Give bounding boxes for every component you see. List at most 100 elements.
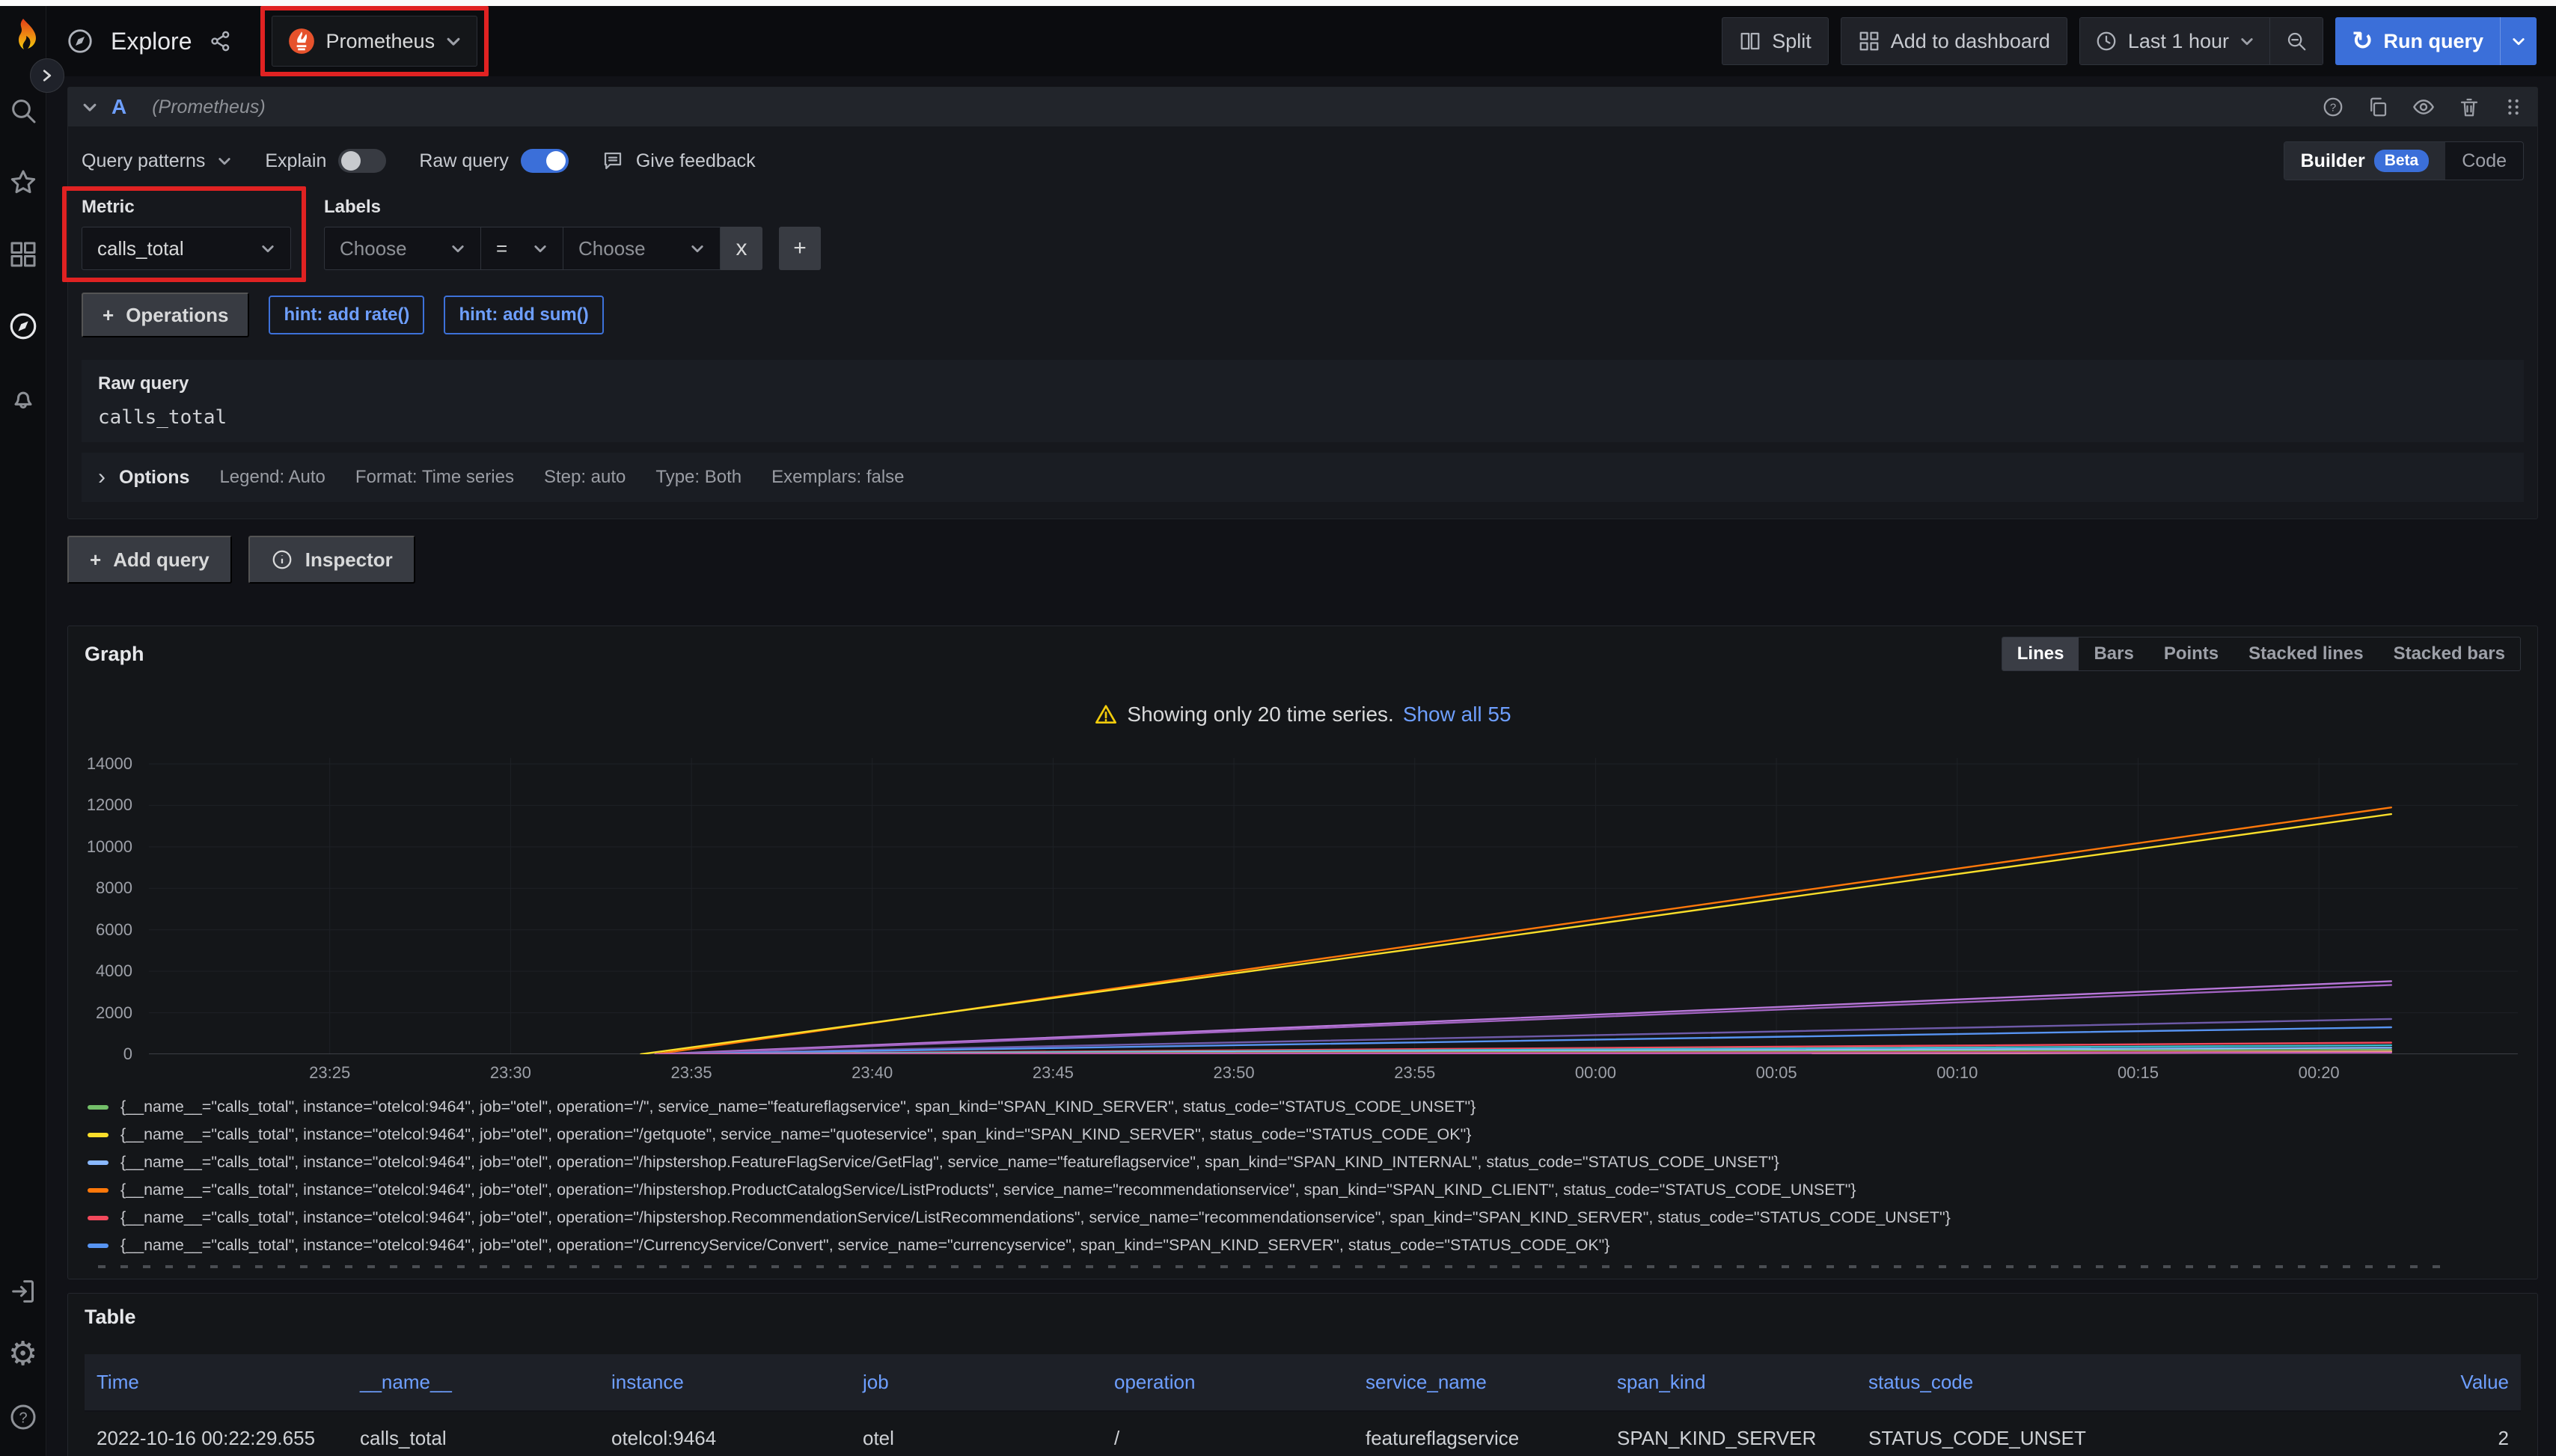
help-circle-icon[interactable]: ? — [2322, 96, 2344, 118]
options-expand-icon[interactable]: › — [98, 466, 106, 489]
graph-title: Graph — [85, 643, 144, 666]
y-axis-label: 2000 — [86, 1003, 132, 1023]
raw-query-toggle[interactable] — [521, 149, 569, 173]
give-feedback-link[interactable]: Give feedback — [602, 150, 756, 172]
table-title: Table — [85, 1306, 136, 1328]
explain-toggle-group: Explain — [265, 149, 386, 173]
starred-icon[interactable] — [4, 163, 43, 202]
add-operation-button[interactable]: + Operations — [82, 293, 249, 337]
table-cell: otel — [851, 1411, 1102, 1456]
grafana-logo-icon[interactable] — [5, 16, 41, 52]
time-range-button[interactable]: Last 1 hour — [2080, 18, 2269, 64]
settings-gear-icon[interactable]: ⚙ — [4, 1335, 43, 1374]
column-header-value[interactable]: Value — [2394, 1354, 2521, 1411]
zoom-out-time-button[interactable] — [2269, 18, 2323, 64]
x-axis-label: 23:45 — [1021, 1063, 1084, 1083]
inspector-label: Inspector — [305, 548, 393, 572]
series-limit-warning: Showing only 20 time series. Show all 55 — [85, 703, 2521, 727]
legend-series-label: {__name__="calls_total", instance="otelc… — [120, 1098, 1476, 1116]
share-icon[interactable] — [209, 29, 233, 53]
chevron-down-icon — [260, 241, 275, 256]
show-all-series-link[interactable]: Show all 55 — [1403, 703, 1511, 727]
legend-item[interactable]: {__name__="calls_total", instance="otelc… — [88, 1204, 2518, 1232]
raw-query-label: Raw query — [98, 373, 2507, 394]
graph-mode-points[interactable]: Points — [2149, 637, 2234, 670]
code-tab[interactable]: Code — [2445, 143, 2523, 180]
sidebar-expand-button[interactable] — [30, 58, 64, 93]
dashboards-icon[interactable] — [4, 235, 43, 274]
inspector-button[interactable]: Inspector — [248, 536, 415, 584]
zoom-out-icon — [2285, 30, 2308, 52]
help-icon[interactable]: ? — [4, 1398, 43, 1437]
search-icon[interactable] — [4, 91, 43, 130]
column-header-job[interactable]: job — [851, 1354, 1102, 1411]
run-query-label: Run query — [2383, 30, 2483, 53]
remove-label-filter-button[interactable]: x — [721, 227, 762, 270]
column-header-status-code[interactable]: status_code — [1856, 1354, 2133, 1411]
x-axis-label: 00:15 — [2106, 1063, 2169, 1083]
browser-edge-strip — [0, 0, 2556, 6]
label-operator-select[interactable]: = — [481, 227, 563, 270]
add-label-filter-button[interactable]: + — [779, 227, 821, 270]
legend-series-label: {__name__="calls_total", instance="otelc… — [120, 1125, 1471, 1144]
legend-item[interactable]: {__name__="calls_total", instance="otelc… — [88, 1148, 2518, 1176]
hide-query-eye-icon[interactable] — [2412, 95, 2436, 119]
alerting-bell-icon[interactable] — [4, 379, 43, 417]
table-panel: Table Time__name__instancejoboperationse… — [67, 1293, 2538, 1456]
time-series-chart: 02000400060008000100001200014000 23:2523… — [86, 752, 2519, 1081]
explore-title-compass-icon — [66, 27, 94, 55]
raw-query-value: calls_total — [98, 406, 2507, 429]
warning-triangle-icon — [1094, 703, 1118, 727]
run-query-dropdown[interactable] — [2500, 17, 2537, 65]
label-key-select[interactable]: Choose — [324, 227, 481, 270]
time-range-label: Last 1 hour — [2128, 30, 2229, 53]
label-value-select[interactable]: Choose — [563, 227, 721, 270]
table-cell: featureflagservice — [1354, 1411, 1605, 1456]
metric-label: Metric — [82, 197, 291, 218]
column-header-operation[interactable]: operation — [1102, 1354, 1354, 1411]
query-patterns-label: Query patterns — [82, 150, 205, 172]
builder-tab[interactable]: Builder Beta — [2284, 142, 2446, 180]
add-to-dashboard-button[interactable]: Add to dashboard — [1841, 17, 2067, 65]
hint-add-sum-button[interactable]: hint: add sum() — [444, 296, 603, 334]
explain-toggle[interactable] — [338, 149, 386, 173]
run-query-button[interactable]: ↻ Run query — [2335, 17, 2537, 65]
sign-in-icon[interactable] — [4, 1272, 43, 1311]
legend-item[interactable]: {__name__="calls_total", instance="otelc… — [88, 1093, 2518, 1121]
prometheus-logo-icon — [287, 27, 316, 55]
options-label[interactable]: Options — [119, 467, 189, 489]
column-header-time[interactable]: Time — [85, 1354, 348, 1411]
query-editor-card: A (Prometheus) ? Query patterns — [67, 87, 2538, 519]
datasource-picker[interactable]: Prometheus — [272, 16, 478, 67]
legend-item[interactable]: {__name__="calls_total", instance="otelc… — [88, 1232, 2518, 1259]
hint-add-rate-button[interactable]: hint: add rate() — [269, 296, 424, 334]
delete-query-trash-icon[interactable] — [2458, 96, 2480, 118]
split-button[interactable]: Split — [1722, 17, 1829, 65]
add-query-button[interactable]: + Add query — [67, 536, 232, 584]
drag-handle-icon[interactable] — [2503, 97, 2524, 117]
column-header-name[interactable]: __name__ — [348, 1354, 599, 1411]
legend-item[interactable]: {__name__="calls_total", instance="otelc… — [88, 1121, 2518, 1148]
graph-mode-lines[interactable]: Lines — [2002, 637, 2079, 670]
builder-code-switch: Builder Beta Code — [2284, 141, 2524, 180]
y-axis-label: 14000 — [86, 754, 132, 774]
options-exemplars: Exemplars: false — [771, 467, 904, 488]
copy-query-icon[interactable] — [2367, 96, 2389, 118]
graph-mode-stacked-lines[interactable]: Stacked lines — [2234, 637, 2378, 670]
plot-area[interactable] — [149, 752, 2518, 1054]
sidebar: ⚙ ? — [0, 6, 46, 1456]
chevron-down-icon — [533, 241, 548, 256]
table-cell: STATUS_CODE_UNSET — [1856, 1411, 2133, 1456]
legend-clipped-row — [85, 1262, 2448, 1271]
column-header-span-kind[interactable]: span_kind — [1605, 1354, 1856, 1411]
explore-compass-icon[interactable] — [4, 307, 43, 346]
graph-mode-stacked-bars[interactable]: Stacked bars — [2379, 637, 2520, 670]
legend-item[interactable]: {__name__="calls_total", instance="otelc… — [88, 1176, 2518, 1204]
chevron-down-icon — [2511, 34, 2526, 49]
query-patterns-dropdown[interactable]: Query patterns — [82, 150, 232, 172]
graph-mode-bars[interactable]: Bars — [2079, 637, 2148, 670]
column-header-service-name[interactable]: service_name — [1354, 1354, 1605, 1411]
metric-select[interactable]: calls_total — [82, 227, 291, 270]
column-header-instance[interactable]: instance — [599, 1354, 851, 1411]
collapse-query-icon[interactable] — [82, 99, 98, 115]
